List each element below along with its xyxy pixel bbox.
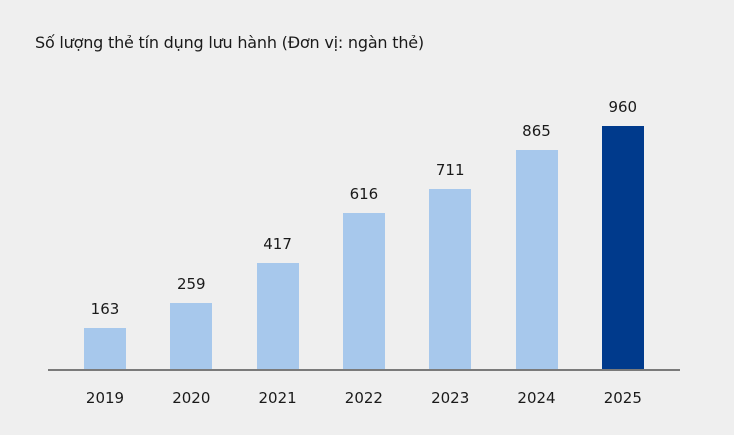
x-tick-label: 2020 <box>172 389 211 407</box>
value-label: 960 <box>608 98 638 116</box>
value-label: 616 <box>349 185 379 204</box>
bar-2021 <box>256 263 299 369</box>
x-axis-line <box>48 369 680 371</box>
bar-2025 <box>601 126 644 369</box>
bar-2020 <box>170 303 213 369</box>
bar-2023 <box>429 189 472 369</box>
value-label: 163 <box>90 299 120 318</box>
x-tick-label: 2025 <box>603 389 642 407</box>
bar-2019 <box>84 327 126 369</box>
x-tick-label: 2019 <box>85 389 125 407</box>
x-tick-label: 2023 <box>431 389 470 407</box>
value-label: 865 <box>522 122 551 141</box>
x-tick-label: 2024 <box>517 389 556 407</box>
bar-2022 <box>342 213 385 369</box>
x-tick-label: 2022 <box>344 389 383 407</box>
x-tick-label: 2021 <box>258 389 297 407</box>
chart-title: Số lượng thẻ tín dụng lưu hành (Đơn vị: … <box>35 33 424 52</box>
value-label: 259 <box>176 275 206 294</box>
value-label: 417 <box>263 235 292 254</box>
value-label: 711 <box>435 161 465 180</box>
bar-2024 <box>515 150 558 369</box>
